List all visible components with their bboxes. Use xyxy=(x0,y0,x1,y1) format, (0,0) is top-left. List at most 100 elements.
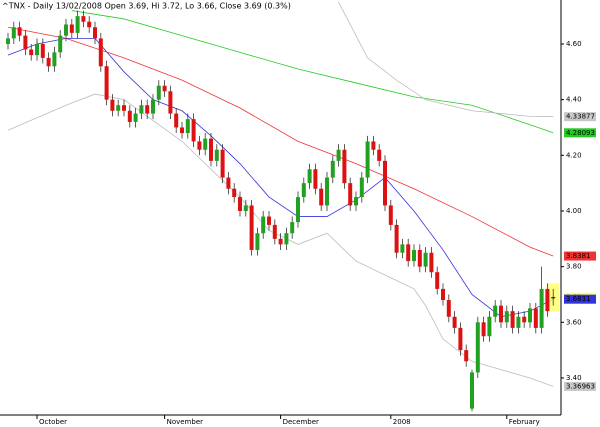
candle-body xyxy=(52,52,57,67)
candle-body xyxy=(458,327,463,351)
candle-body xyxy=(17,27,22,36)
price-label-box xyxy=(564,251,596,261)
price-label: 4.33877 xyxy=(566,113,595,121)
y-tick-label: 4.00 xyxy=(566,207,582,215)
candle-body xyxy=(220,149,225,178)
candle-body xyxy=(504,311,509,323)
candle-body xyxy=(11,27,16,39)
candle-body xyxy=(116,105,121,111)
candle-body xyxy=(319,188,324,206)
candle-body xyxy=(452,316,457,328)
candle-body xyxy=(191,119,196,142)
y-tick-label: 4.40 xyxy=(566,96,582,104)
candle-body xyxy=(388,205,393,225)
candle-body xyxy=(354,197,358,206)
candle-body xyxy=(435,272,440,289)
x-tick-label: December xyxy=(283,418,319,426)
candle-body xyxy=(441,288,445,301)
candle-body xyxy=(301,183,306,198)
candle-body xyxy=(197,141,202,150)
candle-body xyxy=(133,113,138,122)
candle-body xyxy=(104,66,109,100)
candle-body xyxy=(69,24,74,33)
candle-body xyxy=(272,224,277,239)
x-tick-label: February xyxy=(509,418,540,426)
price-label: 3.6831 xyxy=(566,295,591,303)
candle-body xyxy=(383,160,387,206)
candle-body xyxy=(394,224,399,253)
candle-body xyxy=(429,252,434,273)
candle-body xyxy=(325,177,329,206)
chart-title: ^TNX - Daily 13/02/2008 Open 3.69, Hi 3.… xyxy=(2,2,291,11)
candle-body xyxy=(510,311,515,328)
candle-body xyxy=(423,252,428,267)
candle-body xyxy=(87,21,92,28)
candle-body xyxy=(533,308,538,328)
candle-body xyxy=(493,305,498,317)
candle-body xyxy=(348,183,353,206)
candle-body xyxy=(243,205,248,211)
candle-body xyxy=(307,169,312,184)
y-tick-label: 3.40 xyxy=(566,374,582,382)
candle-body xyxy=(528,308,532,323)
candle-body xyxy=(81,16,86,22)
candle-body xyxy=(232,188,237,198)
candle-body xyxy=(406,244,411,262)
candle-body xyxy=(98,38,103,67)
candle-body xyxy=(75,16,80,33)
candle-body xyxy=(127,110,132,122)
candle-body xyxy=(35,43,39,56)
candle-body xyxy=(417,249,422,267)
candle-body xyxy=(539,288,544,328)
candle-body xyxy=(151,99,155,114)
candle-body xyxy=(446,300,451,317)
candle-body xyxy=(185,119,190,134)
candle-body xyxy=(330,160,335,178)
x-tick-label: 2008 xyxy=(393,418,411,426)
candle-body xyxy=(162,85,167,92)
price-label-box xyxy=(564,294,596,304)
candle-body xyxy=(255,233,260,250)
candle-body xyxy=(400,244,405,253)
candle-body xyxy=(516,316,521,328)
candle-body xyxy=(551,297,556,299)
candle-body xyxy=(145,105,150,114)
candle-body xyxy=(487,316,492,337)
x-tick-label: November xyxy=(167,418,204,426)
overlay-line xyxy=(7,26,554,257)
candle-body xyxy=(377,149,382,161)
candle-body xyxy=(203,138,208,150)
price-label: 4.28093 xyxy=(566,129,595,137)
candle-body xyxy=(261,216,266,234)
candle-body xyxy=(522,316,527,323)
candle-body xyxy=(290,222,295,234)
candle-body xyxy=(475,322,480,373)
candle-body xyxy=(209,138,213,161)
candle-body xyxy=(336,149,341,161)
y-tick-label: 4.60 xyxy=(566,40,582,48)
overlay-line xyxy=(71,10,554,134)
candle-body xyxy=(284,233,289,245)
candle-body xyxy=(180,127,184,134)
overlay-line xyxy=(338,2,554,118)
candle-body xyxy=(545,288,550,312)
candle-body xyxy=(40,43,45,58)
candle-body xyxy=(29,49,34,56)
candle-body xyxy=(156,85,161,100)
candle-body xyxy=(46,57,51,67)
price-label-box xyxy=(564,128,596,138)
candle-body xyxy=(110,99,115,111)
y-tick-label: 4.20 xyxy=(566,151,582,159)
x-tick-label: October xyxy=(39,418,67,426)
price-label: 3.36963 xyxy=(566,382,595,390)
candle-body xyxy=(58,35,63,53)
candle-body xyxy=(481,322,486,337)
candle-body xyxy=(226,177,231,189)
y-tick-label: 3.80 xyxy=(566,263,582,271)
candle-body xyxy=(64,24,68,36)
price-label-box xyxy=(564,381,596,391)
candle-body xyxy=(359,177,364,198)
price-label-box xyxy=(564,112,596,122)
price-label: 3.8381 xyxy=(566,252,591,260)
